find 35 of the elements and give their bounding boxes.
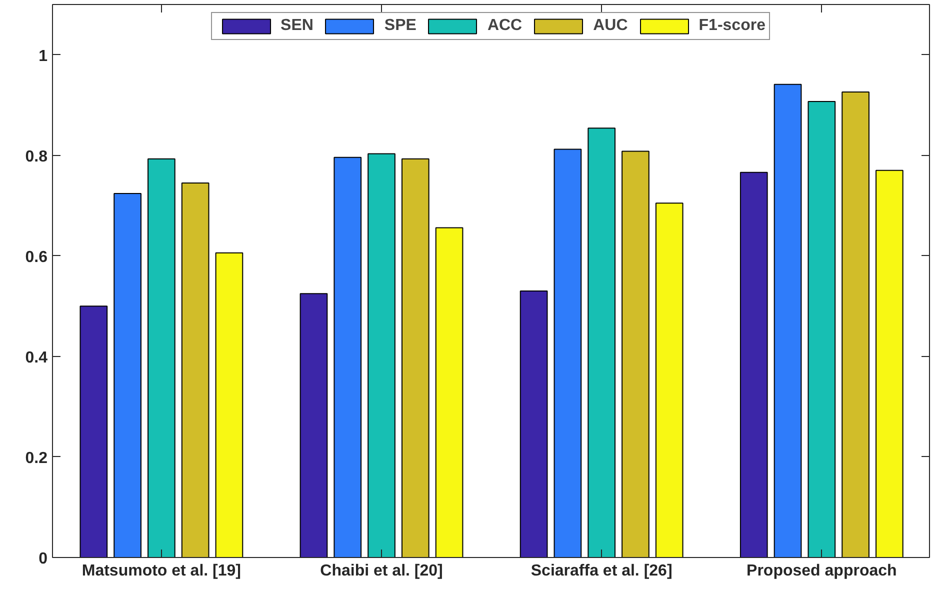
legend-label: SPE xyxy=(384,17,416,35)
bar xyxy=(740,172,768,558)
y-tick-label: 0.8 xyxy=(25,148,48,166)
legend-label: ACC xyxy=(487,17,522,35)
bar xyxy=(435,227,464,558)
bar xyxy=(80,306,108,558)
bar xyxy=(774,84,802,558)
bar xyxy=(215,252,244,558)
x-tick-label: Sciaraffa et al. [26] xyxy=(530,562,672,580)
bar xyxy=(334,156,362,558)
bar xyxy=(368,153,396,558)
bar xyxy=(181,182,210,558)
x-tick-label: Chaibi et al. [20] xyxy=(320,562,443,580)
bar xyxy=(554,148,582,558)
bar xyxy=(114,193,142,558)
x-tick-label: Matsumoto et al. [19] xyxy=(82,562,242,580)
y-tick-label: 0 xyxy=(38,550,48,568)
bar xyxy=(622,150,650,558)
y-tick-label: 0.4 xyxy=(25,349,48,366)
bar xyxy=(148,158,176,558)
legend-label: AUC xyxy=(593,17,628,35)
x-tick-label: Proposed approach xyxy=(746,562,897,580)
legend-label: SEN xyxy=(280,17,314,35)
y-tick-label: 1 xyxy=(38,48,48,65)
bar xyxy=(520,290,548,558)
bar xyxy=(842,91,870,558)
y-tick-label: 0.6 xyxy=(25,248,48,266)
y-tick-label: 0.2 xyxy=(25,450,48,467)
bar xyxy=(300,293,328,558)
bar xyxy=(876,170,904,558)
bar xyxy=(808,101,836,558)
bar xyxy=(588,128,616,558)
legend-label: F1-score xyxy=(698,17,766,35)
bar xyxy=(655,202,684,558)
bar xyxy=(401,158,430,558)
